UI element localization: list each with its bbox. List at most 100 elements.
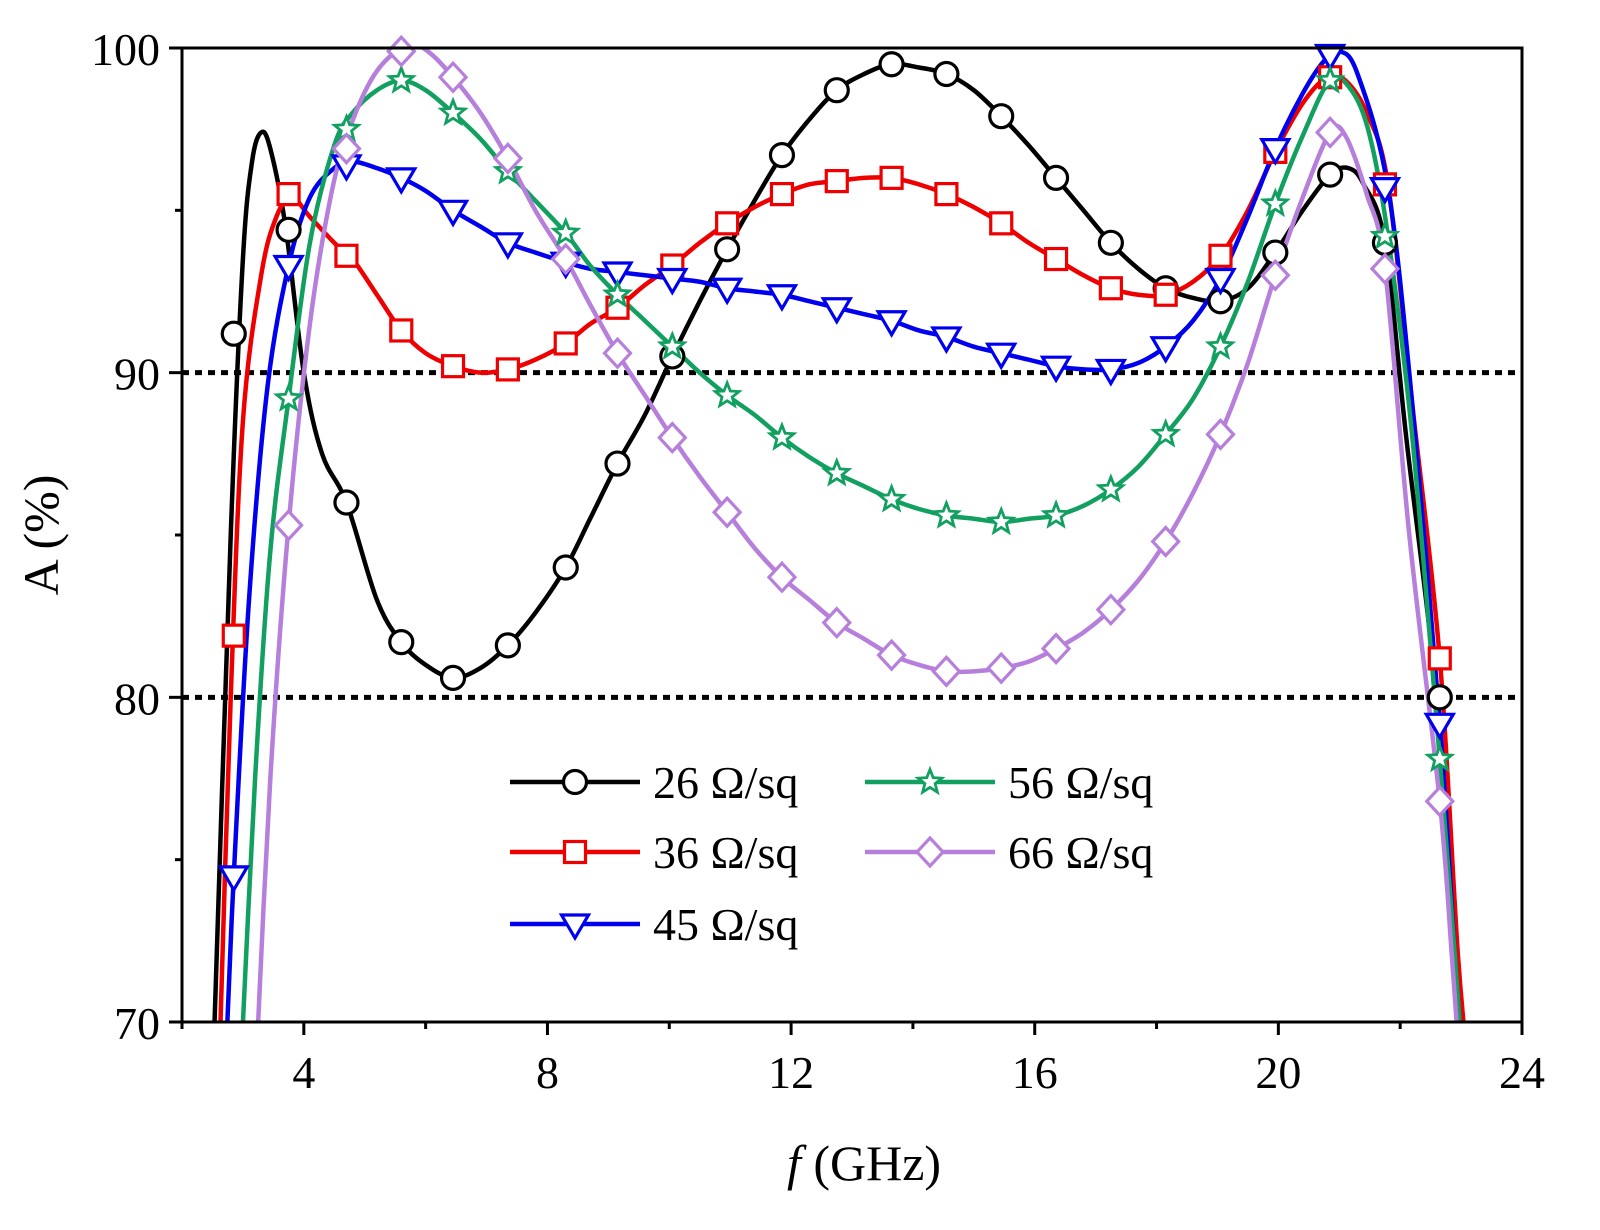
x-tick-label: 24 bbox=[1499, 1047, 1545, 1098]
series-0-marker bbox=[933, 60, 960, 88]
series-1-marker bbox=[334, 243, 359, 268]
series-markers bbox=[217, 34, 1457, 894]
legend: 26 Ω/sq 36 Ω/sq 45 Ω/sq 56 Ω/sq 66 Ω/sq bbox=[510, 757, 1153, 950]
series-4-marker bbox=[1314, 116, 1346, 149]
series-4-marker bbox=[1260, 258, 1291, 292]
series-1-marker bbox=[495, 357, 520, 382]
series-2-marker bbox=[1204, 267, 1237, 296]
series-4-marker bbox=[1205, 418, 1236, 451]
series-3-marker bbox=[1040, 499, 1072, 529]
series-0-marker bbox=[604, 450, 631, 477]
series-1-marker bbox=[553, 331, 578, 356]
series-4-marker bbox=[602, 336, 633, 370]
series-0-marker bbox=[494, 632, 521, 659]
series-2-marker bbox=[491, 232, 525, 260]
series-2-marker bbox=[656, 267, 689, 296]
series-3-marker bbox=[1369, 219, 1401, 250]
x-tick-label: 16 bbox=[1012, 1047, 1058, 1098]
legend-label-4: 66 Ω/sq bbox=[1008, 827, 1153, 878]
series-0-marker bbox=[878, 51, 905, 78]
series-1-marker bbox=[1427, 646, 1452, 671]
legend-label-0: 26 Ω/sq bbox=[653, 757, 798, 808]
series-2-marker bbox=[601, 261, 634, 290]
x-tick-label: 8 bbox=[536, 1047, 559, 1098]
series-1-marker bbox=[221, 623, 246, 648]
series-2-marker bbox=[1094, 358, 1128, 387]
series-1-marker bbox=[934, 182, 959, 207]
x-tick-label: 12 bbox=[768, 1047, 814, 1098]
series-3-marker bbox=[273, 382, 305, 412]
series-4-marker bbox=[1095, 593, 1127, 627]
x-axis-label-unit: (GHz) bbox=[801, 1135, 941, 1191]
series-1-marker bbox=[879, 165, 904, 190]
series-3-marker bbox=[711, 379, 743, 409]
series-2-marker bbox=[272, 254, 305, 283]
series-4-marker bbox=[437, 60, 469, 94]
series-2-marker bbox=[1368, 177, 1402, 205]
series-4-marker bbox=[1040, 632, 1072, 665]
legend-label-1: 36 Ω/sq bbox=[653, 827, 798, 878]
series-0-marker bbox=[1042, 164, 1070, 191]
series-4-marker bbox=[1369, 252, 1401, 286]
series-0-marker bbox=[220, 320, 247, 347]
series-4-marker bbox=[657, 421, 688, 454]
x-axis-label: f (GHz) bbox=[787, 1135, 941, 1191]
series-2-marker bbox=[1423, 712, 1457, 741]
series-1-marker bbox=[769, 182, 795, 207]
legend-marker-2 bbox=[558, 913, 592, 942]
series-0-marker bbox=[714, 236, 741, 263]
series-1-marker bbox=[1153, 282, 1178, 307]
series-2-marker bbox=[436, 199, 470, 228]
series-0-marker bbox=[823, 77, 850, 104]
series-4-marker bbox=[492, 142, 524, 175]
series-3-marker bbox=[1150, 418, 1182, 448]
series-2-marker bbox=[765, 284, 799, 312]
series-2-marker bbox=[875, 310, 908, 338]
y-tick-label: 80 bbox=[114, 673, 160, 724]
legend-marker-0 bbox=[561, 768, 589, 796]
series-3-marker bbox=[1095, 473, 1127, 503]
series-3-marker bbox=[1204, 330, 1237, 360]
series-0-marker bbox=[988, 103, 1015, 130]
series-3-marker bbox=[930, 499, 962, 529]
legend-marker-4 bbox=[914, 835, 946, 869]
y-tick-label: 100 bbox=[91, 24, 160, 75]
series-3-marker bbox=[1314, 64, 1346, 94]
series-3-marker bbox=[1259, 187, 1291, 218]
series-3-marker bbox=[550, 216, 582, 247]
legend-marker-3 bbox=[914, 765, 946, 796]
x-tick-label: 4 bbox=[292, 1047, 315, 1098]
series-2-marker bbox=[1313, 43, 1347, 72]
series-2-marker bbox=[710, 277, 744, 306]
series-2-marker bbox=[820, 297, 854, 325]
series-3-marker bbox=[601, 278, 634, 308]
series-4-marker bbox=[931, 655, 962, 688]
y-axis-label: A (%) bbox=[13, 475, 69, 596]
series-1-marker bbox=[1098, 276, 1123, 301]
x-axis-ticks: 4 8 12 16 20 24 bbox=[180, 1022, 1545, 1098]
series-3-marker bbox=[766, 421, 798, 451]
series-0-marker bbox=[275, 216, 302, 243]
series-1-marker bbox=[440, 354, 466, 379]
series-0-marker bbox=[1097, 229, 1124, 256]
reference-lines bbox=[182, 370, 1522, 700]
series-1-marker bbox=[389, 318, 414, 343]
series-0-marker bbox=[768, 142, 796, 169]
series-3-marker bbox=[876, 482, 908, 513]
series-4-marker bbox=[550, 242, 581, 276]
legend-marker-1 bbox=[562, 839, 588, 865]
series-0-marker bbox=[439, 664, 467, 691]
series-4-marker bbox=[876, 638, 907, 672]
series-2-marker bbox=[1149, 336, 1182, 364]
series-3-marker bbox=[821, 456, 853, 487]
series-2-marker bbox=[984, 342, 1018, 371]
series-1-marker bbox=[276, 182, 301, 207]
y-tick-label: 90 bbox=[114, 349, 160, 400]
series-1-marker bbox=[1043, 246, 1069, 272]
series-2-marker bbox=[1039, 355, 1073, 384]
series-2-marker bbox=[1259, 138, 1292, 166]
series-0-marker bbox=[388, 629, 415, 656]
series-1-marker bbox=[1208, 243, 1233, 268]
series-4-marker bbox=[1150, 525, 1181, 558]
series-4-marker bbox=[766, 560, 798, 594]
